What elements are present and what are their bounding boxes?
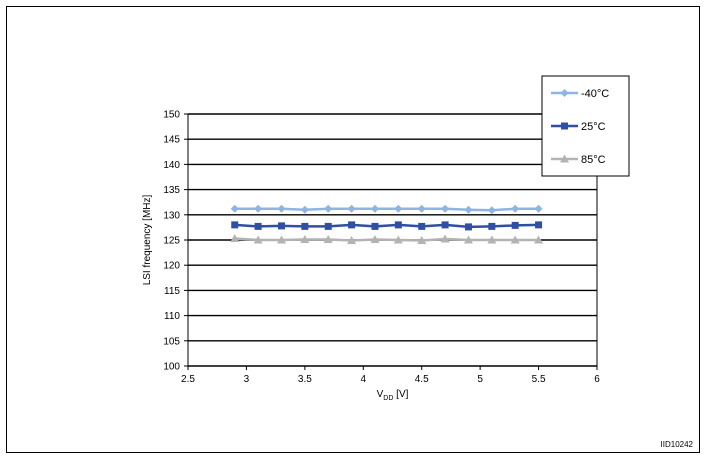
data-point (301, 222, 309, 230)
series-1 (231, 221, 543, 231)
data-point (535, 221, 543, 229)
y-tick-label: 150 (163, 110, 180, 121)
figure-frame (6, 6, 700, 453)
data-point (417, 236, 427, 245)
data-point (440, 234, 450, 243)
data-point (534, 204, 543, 213)
data-point (511, 204, 520, 213)
x-tick-label: 4 (361, 374, 367, 385)
data-point (464, 205, 473, 214)
y-tick-label: 115 (164, 286, 180, 297)
x-tick-label: 6 (594, 374, 600, 385)
series-line (234, 223, 539, 229)
data-point (463, 235, 473, 244)
y-tick-label: 130 (163, 210, 180, 221)
data-point (254, 222, 262, 230)
x-axis-title-subscript: DD (383, 395, 393, 402)
y-tick-label: 135 (163, 185, 180, 196)
data-point (323, 234, 333, 243)
data-point (370, 204, 379, 213)
y-tick-label: 140 (163, 160, 180, 171)
figure-id-label: IID10242 (660, 440, 693, 449)
x-tick-label: 5 (477, 374, 483, 385)
data-point (277, 204, 286, 213)
data-point (347, 236, 357, 245)
data-point (464, 223, 472, 231)
data-point (441, 204, 450, 213)
legend-label: 85°C (581, 154, 606, 166)
data-point (487, 235, 497, 244)
legend-label: -40°C (581, 88, 609, 100)
data-point (510, 235, 520, 244)
x-tick-label: 4.5 (415, 374, 429, 385)
series-2 (230, 233, 544, 245)
data-point (300, 205, 309, 214)
data-point (324, 222, 332, 230)
data-point (347, 204, 356, 213)
data-point (370, 234, 380, 243)
data-point (277, 222, 285, 230)
data-point (348, 221, 356, 229)
legend-swatch-marker (560, 154, 569, 163)
legend-label: 25°C (581, 121, 606, 133)
data-point (253, 235, 263, 244)
data-point (441, 221, 449, 229)
series-0 (230, 204, 543, 215)
x-tick-label: 5.5 (532, 374, 546, 385)
x-tick-label: 2.5 (181, 374, 195, 385)
legend-swatch-marker (561, 122, 568, 130)
x-axis-title: VDD [V] (377, 389, 409, 402)
data-point (254, 204, 263, 213)
data-point (394, 221, 402, 229)
data-point (393, 235, 403, 244)
y-tick-label: 125 (163, 236, 180, 247)
data-point (324, 204, 333, 213)
data-point (488, 222, 496, 230)
x-tick-label: 3 (244, 374, 250, 385)
legend-swatch-marker (560, 89, 569, 97)
data-point (230, 233, 240, 242)
x-axis-title-main: V (377, 389, 384, 400)
data-point (230, 204, 239, 213)
data-point (511, 221, 519, 229)
x-tick-label: 3.5 (298, 374, 312, 385)
data-point (394, 204, 403, 213)
data-point (487, 206, 496, 215)
series-line (234, 237, 539, 242)
data-point (231, 221, 239, 229)
data-point (300, 234, 310, 243)
x-axis-title-unit: [V] (393, 389, 408, 400)
data-point (534, 235, 544, 244)
data-point (276, 235, 286, 244)
legend: -40°C 25°C 85°C (541, 75, 630, 177)
data-point (418, 222, 426, 230)
data-point (417, 204, 426, 213)
y-tick-label: 100 (163, 362, 180, 373)
y-tick-label: 105 (163, 336, 180, 347)
y-axis-title: LSI frequency [MHz] (142, 194, 153, 285)
y-tick-label: 110 (164, 311, 180, 322)
y-tick-label: 120 (163, 261, 180, 272)
y-tick-label: 145 (163, 135, 180, 146)
data-point (371, 222, 379, 230)
